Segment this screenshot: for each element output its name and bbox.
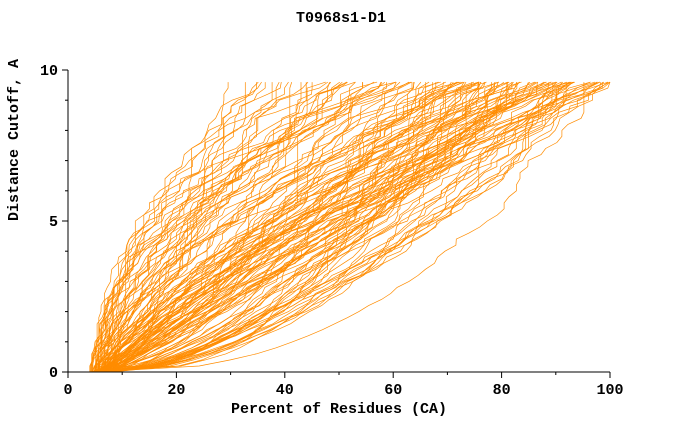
model-curve <box>110 81 375 373</box>
model-curve <box>111 82 538 373</box>
model-curve <box>101 81 332 372</box>
model-curve <box>111 81 556 373</box>
model-curve <box>104 82 313 373</box>
model-curve <box>96 82 585 373</box>
model-curve <box>112 81 573 373</box>
model-curve <box>92 81 499 373</box>
model-curve <box>104 82 282 373</box>
model-curve <box>113 81 510 373</box>
y-tick-label: 0 <box>49 365 58 382</box>
model-curve <box>97 81 521 373</box>
model-curve <box>105 81 598 373</box>
model-curve <box>102 81 479 372</box>
model-curve <box>104 81 591 373</box>
model-curve <box>110 82 364 373</box>
model-curve <box>98 81 497 373</box>
model-curve <box>94 81 441 372</box>
x-tick-label: 80 <box>493 382 511 399</box>
axes-layer: 0 20 40 60 80 100 0 5 10 <box>40 63 624 399</box>
model-curve <box>111 81 461 373</box>
model-curve <box>92 82 480 373</box>
model-curve <box>104 81 600 373</box>
model-curve <box>107 81 610 373</box>
model-curve <box>106 81 575 373</box>
x-tick-label: 40 <box>276 382 294 399</box>
model-curve <box>103 81 396 372</box>
model-curve <box>92 81 562 373</box>
y-tick-label: 10 <box>40 63 58 80</box>
x-tick-label: 100 <box>596 382 623 399</box>
model-curve <box>112 82 495 373</box>
y-axis-label: Distance Cutoff, A <box>6 59 23 221</box>
plot-title: T0968s1-D1 <box>296 10 386 27</box>
model-curve <box>102 82 508 373</box>
model-curve <box>110 81 382 372</box>
model-curve <box>93 81 422 373</box>
model-curve <box>95 81 401 373</box>
model-curve <box>93 81 481 373</box>
model-curve <box>96 81 520 373</box>
model-curve <box>96 82 427 373</box>
model-curve <box>94 81 329 373</box>
model-curve <box>96 81 480 373</box>
y-tick-label: 5 <box>49 214 58 231</box>
model-curve <box>109 81 567 373</box>
model-curve <box>112 81 499 373</box>
x-axis-label: Percent of Residues (CA) <box>231 401 447 418</box>
model-curve <box>104 81 605 373</box>
model-curve <box>95 81 356 372</box>
model-curve <box>103 81 463 373</box>
model-curve <box>104 81 326 373</box>
x-tick-label: 0 <box>63 382 72 399</box>
model-curve <box>93 81 563 373</box>
model-curve <box>104 81 531 373</box>
model-curve <box>95 82 554 373</box>
model-curve <box>110 81 611 373</box>
model-curve <box>109 81 509 373</box>
model-curve <box>113 82 257 373</box>
model-curve <box>95 81 465 373</box>
model-curve <box>112 81 486 373</box>
model-curve <box>104 81 487 373</box>
model-curve <box>107 82 479 373</box>
model-curve <box>100 81 412 373</box>
model-curve <box>95 81 570 373</box>
model-curve <box>111 82 307 373</box>
model-curve <box>103 81 411 373</box>
model-curve <box>93 81 479 373</box>
model-curve <box>103 81 591 373</box>
model-curve <box>110 81 545 373</box>
model-curve <box>101 81 458 373</box>
model-curve <box>97 81 598 373</box>
model-curve <box>101 82 434 373</box>
model-curve <box>97 81 309 373</box>
x-tick-label: 60 <box>384 382 402 399</box>
model-curve <box>98 82 387 373</box>
model-curve <box>111 81 537 373</box>
model-curve <box>108 81 513 373</box>
x-tick-label: 20 <box>167 382 185 399</box>
model-curve <box>106 82 266 373</box>
model-curve <box>91 81 348 372</box>
model-curve <box>97 81 611 373</box>
model-curve <box>91 81 386 372</box>
model-curve <box>95 82 413 373</box>
model-curve <box>96 81 348 372</box>
model-curve <box>103 81 293 373</box>
model-curve <box>93 82 550 373</box>
curves-layer <box>89 81 611 373</box>
